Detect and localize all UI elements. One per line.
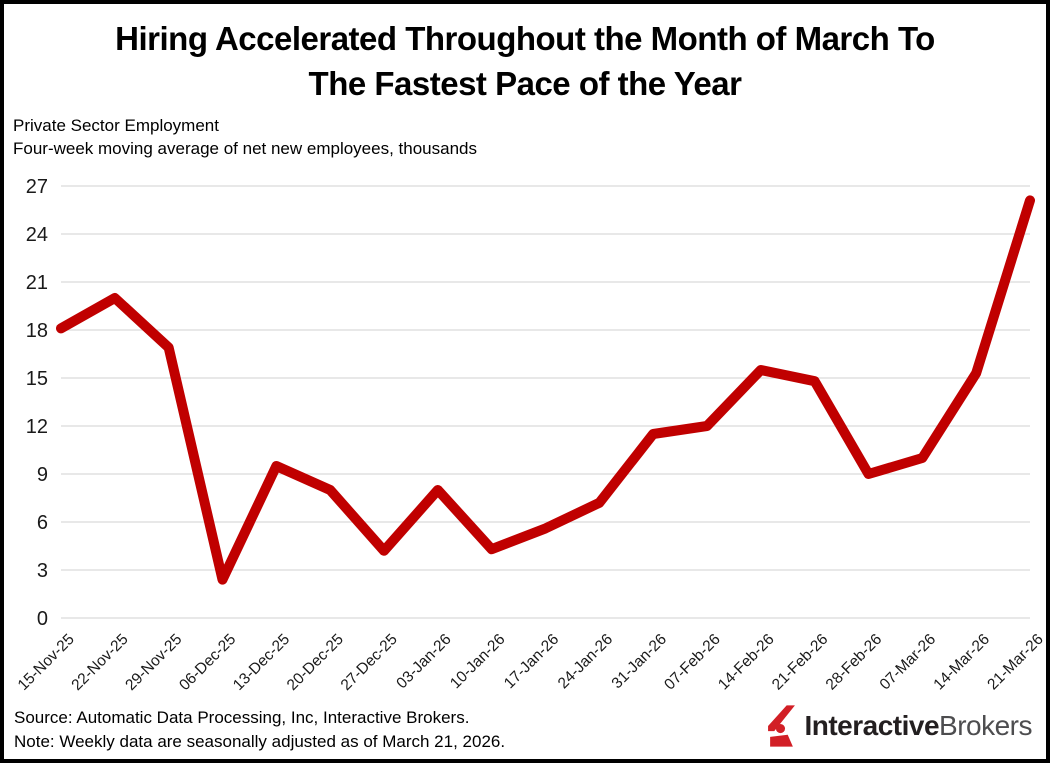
x-axis-tick-label: 03-Jan-26 [393, 631, 454, 692]
y-axis-tick-label: 0 [37, 608, 48, 630]
x-axis-tick-label: 17-Jan-26 [501, 631, 562, 692]
employment-data-line [56, 195, 1035, 585]
x-axis-tick-label: 15-Nov-25 [15, 631, 78, 694]
x-axis-tick-label: 22-Nov-25 [68, 631, 131, 694]
y-axis-tick-label: 21 [26, 272, 48, 294]
adjustment-note: Note: Weekly data are seasonally adjuste… [14, 732, 506, 751]
x-axis-tick-label: 20-Dec-25 [284, 631, 347, 694]
x-axis-tick-label: 21-Feb-26 [769, 631, 832, 694]
y-axis-tick-label: 18 [26, 320, 48, 342]
plot-area: 0 3 6 9 12 15 18 21 24 27 15-Nov-25 22-Nov-25 29-Nov… [4, 172, 1046, 712]
chart-title-line1: Hiring Accelerated Throughout the Month … [115, 20, 935, 57]
chart-subtitle-line1: Private Sector Employment [13, 116, 219, 135]
employment-line-chart: 0 3 6 9 12 15 18 21 24 27 15-Nov-2522-Nov-2529-Nov… [15, 176, 1046, 694]
y-axis-tick-label: 6 [37, 512, 48, 534]
chart-subtitle: Private Sector Employment Four-week movi… [13, 114, 1046, 160]
y-axis-tick-label: 27 [26, 176, 48, 198]
brand-regular: Brokers [939, 710, 1032, 741]
brand-bold: Interactive [804, 710, 940, 741]
x-axis-tick-label: 21-Mar-26 [984, 631, 1046, 694]
x-axis-tick-label: 07-Feb-26 [661, 631, 724, 694]
interactive-brokers-logo: InteractiveBrokers [766, 705, 1032, 747]
x-axis-tick-label: 14-Mar-26 [930, 631, 993, 694]
interactive-brokers-wordmark: InteractiveBrokers [804, 710, 1032, 742]
chart-title: Hiring Accelerated Throughout the Month … [4, 16, 1046, 106]
y-axis-tick-label: 9 [37, 464, 48, 486]
chart-title-line2: The Fastest Pace of the Year [308, 65, 742, 102]
x-axis-tick-label: 06-Dec-25 [176, 631, 239, 694]
x-axis-tick-label: 10-Jan-26 [447, 631, 508, 692]
x-axis-tick-label: 14-Feb-26 [715, 631, 778, 694]
x-axis-tick-label: 28-Feb-26 [823, 631, 886, 694]
source-note: Source: Automatic Data Processing, Inc, … [14, 708, 470, 727]
x-axis-tick-label: 13-Dec-25 [230, 631, 293, 694]
y-axis-tick-label: 3 [37, 560, 48, 582]
x-axis-tick-label: 07-Mar-26 [877, 631, 940, 694]
x-axis-tick-label: 31-Jan-26 [609, 631, 670, 692]
y-axis-tick-label: 12 [26, 416, 48, 438]
x-axis-tick-label: 27-Dec-25 [338, 631, 401, 694]
x-axis-tick-label: 24-Jan-26 [555, 631, 616, 692]
footer-notes: Source: Automatic Data Processing, Inc, … [14, 706, 505, 754]
chart-subtitle-line2: Four-week moving average of net new empl… [13, 139, 477, 158]
x-axis-tick-label: 29-Nov-25 [122, 631, 185, 694]
y-axis-tick-label: 24 [26, 224, 48, 246]
y-axis-tick-label: 15 [26, 368, 48, 390]
interactive-brokers-icon [768, 705, 796, 747]
